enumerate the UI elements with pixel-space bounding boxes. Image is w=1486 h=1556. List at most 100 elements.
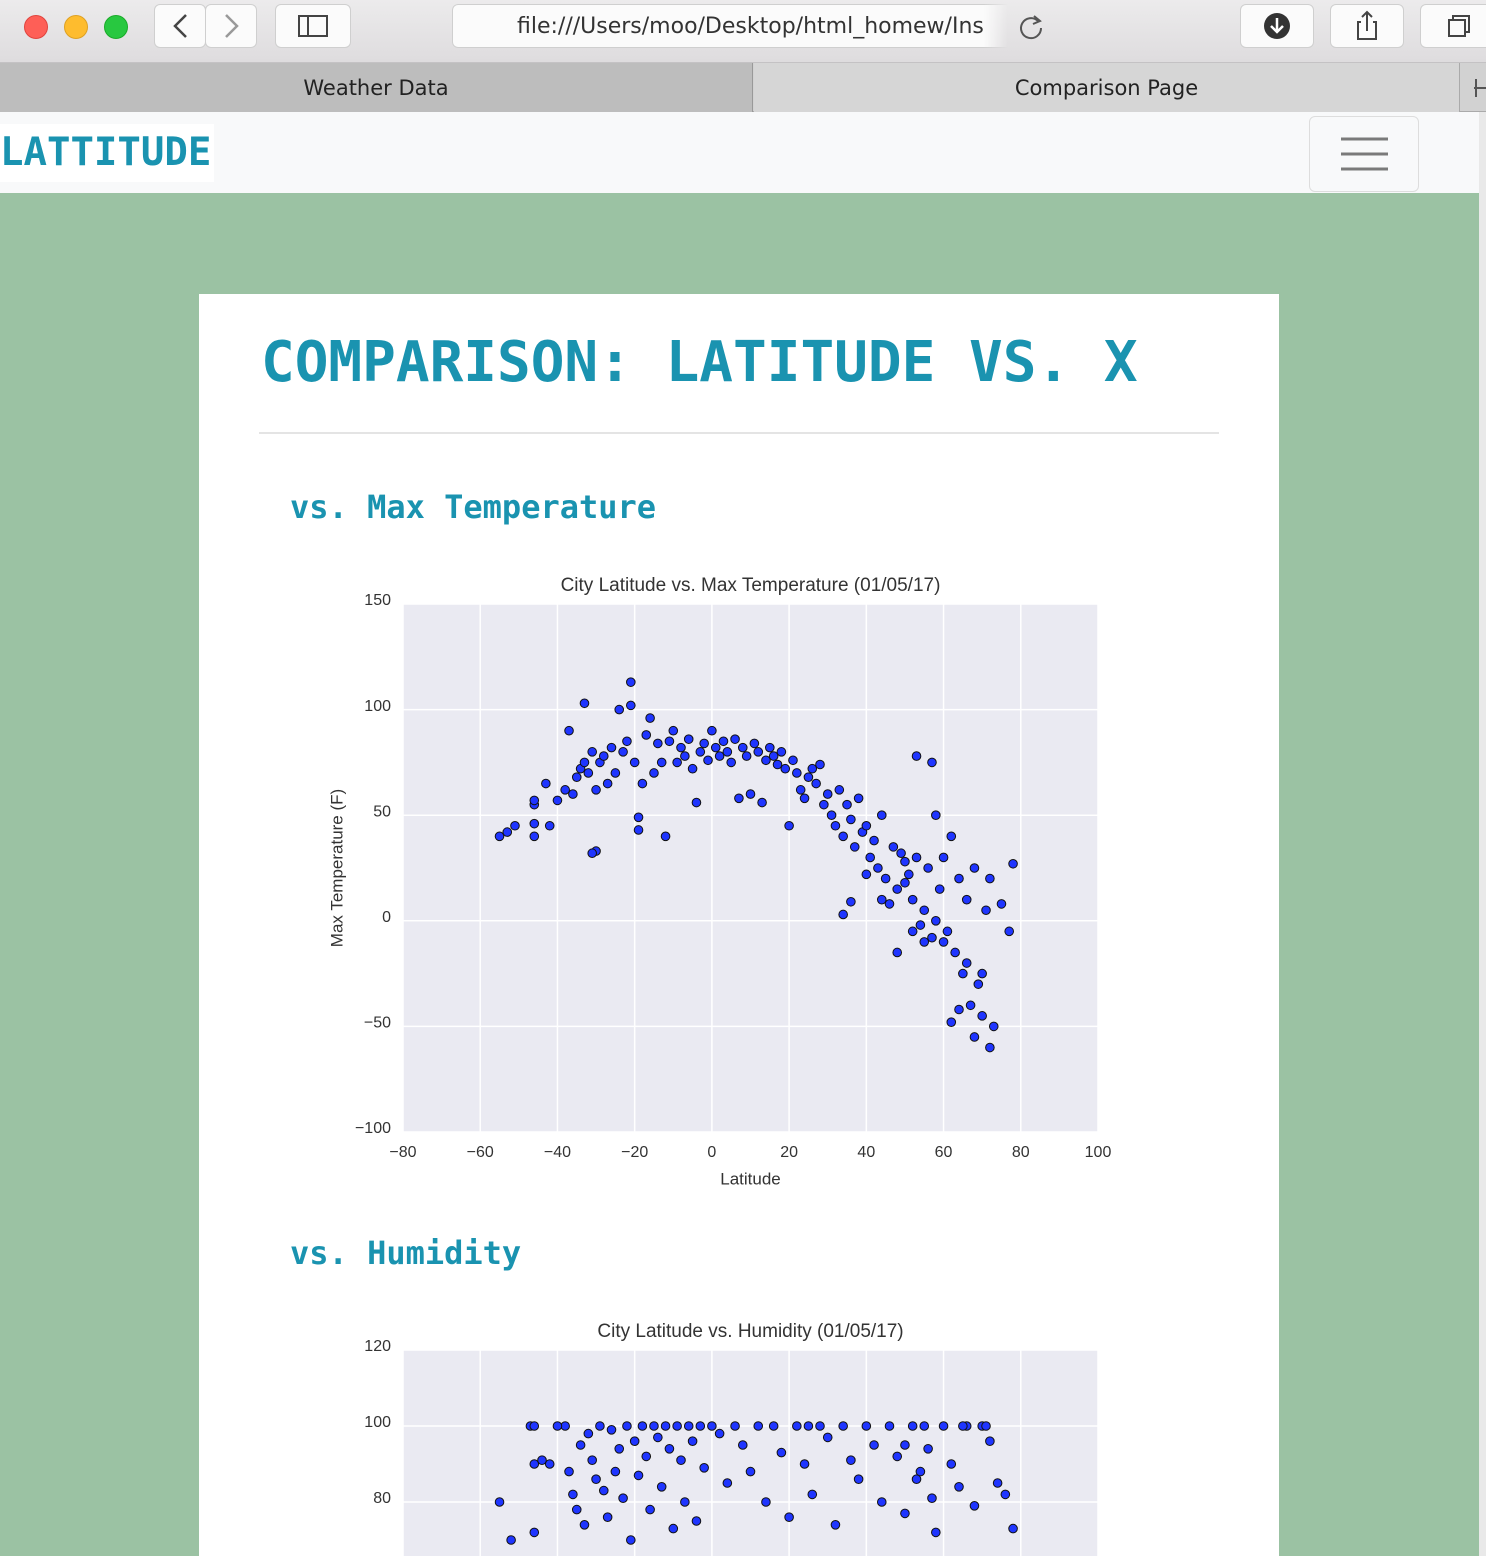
scatter-point [695, 1421, 706, 1431]
scatter-point [676, 1455, 686, 1465]
menu-toggle[interactable] [1309, 116, 1419, 192]
scatter-point [761, 755, 771, 766]
scatter-point [510, 820, 520, 831]
scatter-point [626, 677, 636, 687]
scatter-point [915, 920, 926, 930]
scatter-point [892, 947, 903, 958]
scatter-point [985, 1436, 995, 1446]
scatter-point [683, 1421, 694, 1431]
scatter-point [583, 768, 594, 778]
scatter-point [544, 1459, 555, 1469]
scatter-point [691, 797, 702, 808]
forward-button[interactable] [205, 4, 257, 48]
scatter-point [718, 736, 729, 747]
scatter-point [946, 1459, 957, 1469]
scatter-point [598, 1485, 609, 1496]
scatter-point [564, 725, 574, 736]
scatter-point [730, 1421, 740, 1431]
tab[interactable]: Comparison Page [754, 63, 1460, 112]
scatter-point [815, 1421, 825, 1431]
plot-area [403, 604, 1098, 1132]
scatter-point [888, 842, 899, 852]
scatter-point [985, 1042, 995, 1053]
scatter-point [927, 932, 937, 943]
scatter-point [571, 1504, 582, 1515]
scatter-point [622, 736, 632, 747]
navbar-brand[interactable]: LATTITUDE [0, 124, 214, 182]
scatter-point [626, 700, 636, 711]
scatter-point [699, 1463, 709, 1473]
scatter-point [865, 852, 875, 863]
scatter-point [633, 825, 644, 835]
scatter-point [683, 734, 694, 744]
sidebar-button[interactable] [275, 4, 351, 48]
address-bar[interactable]: file:///Users/moo/Desktop/html_homew/Ins [452, 4, 1056, 48]
scatter-point [676, 742, 686, 753]
downloads-button[interactable] [1240, 4, 1314, 48]
minimize-button[interactable] [64, 15, 88, 39]
scatter-point [494, 1497, 505, 1507]
scatter-point [529, 1527, 540, 1538]
scatter-point [923, 1444, 933, 1454]
scatter-point [610, 768, 621, 778]
share-button[interactable] [1330, 4, 1404, 48]
scatter-point [1004, 926, 1014, 937]
scatter-point [911, 751, 922, 761]
scatter-point [737, 1440, 748, 1450]
scatter-point [629, 757, 640, 768]
scatter-point [637, 1421, 648, 1431]
scatter-point [606, 742, 617, 753]
scatter-point [834, 785, 845, 795]
scatter-point [772, 759, 783, 770]
reload-icon[interactable] [1016, 12, 1046, 42]
x-tick-label: 40 [857, 1144, 875, 1161]
scatter-point [591, 1474, 601, 1484]
tabs-button[interactable] [1420, 4, 1486, 48]
scatter-point [680, 1497, 690, 1507]
scatter-point [649, 1421, 659, 1431]
scatter-point [722, 747, 733, 757]
scatter-point [853, 1474, 864, 1484]
scatter-point [537, 1455, 547, 1465]
scatter-point [938, 1421, 949, 1431]
scatter-point [973, 979, 984, 989]
scatter-point [927, 757, 937, 768]
scatter-point [873, 863, 883, 873]
share-icon [1357, 10, 1377, 40]
scatter-point [707, 725, 717, 736]
scatter-point [911, 1474, 922, 1484]
close-button[interactable] [24, 15, 48, 39]
zoom-button[interactable] [104, 15, 128, 39]
scatter-point [784, 820, 794, 831]
scatter-point [942, 926, 953, 937]
y-tick-label: 120 [364, 1338, 391, 1355]
scatter-point [919, 937, 930, 947]
scatter-point [741, 751, 752, 761]
scatter-point [830, 1520, 841, 1530]
scatter-point [529, 1421, 540, 1431]
scatter-point [846, 1455, 856, 1465]
chart-title: City Latitude vs. Humidity (01/05/17) [597, 1321, 903, 1342]
x-tick-label: −20 [621, 1144, 648, 1161]
scatter-point [838, 831, 848, 842]
tab[interactable]: Weather Data [0, 63, 753, 112]
scatter-point [579, 698, 590, 709]
scatter-point [830, 820, 841, 831]
scatter-point [969, 1032, 980, 1042]
scatter-point [645, 713, 655, 723]
scatter-point [529, 818, 540, 829]
scatter-point [710, 742, 721, 753]
scatter-point [602, 1512, 613, 1522]
scrollbar [1479, 112, 1486, 1556]
scatter-point [792, 768, 802, 778]
scatter-point [807, 763, 818, 774]
scatter-point [637, 778, 648, 789]
scatter-point [826, 810, 837, 821]
x-tick-label: −40 [544, 1144, 571, 1161]
back-button[interactable] [154, 4, 206, 48]
scatter-point [587, 747, 597, 757]
scatter-point [552, 795, 563, 806]
new-tab-icon[interactable] [1466, 77, 1486, 99]
scatter-point [938, 937, 949, 947]
